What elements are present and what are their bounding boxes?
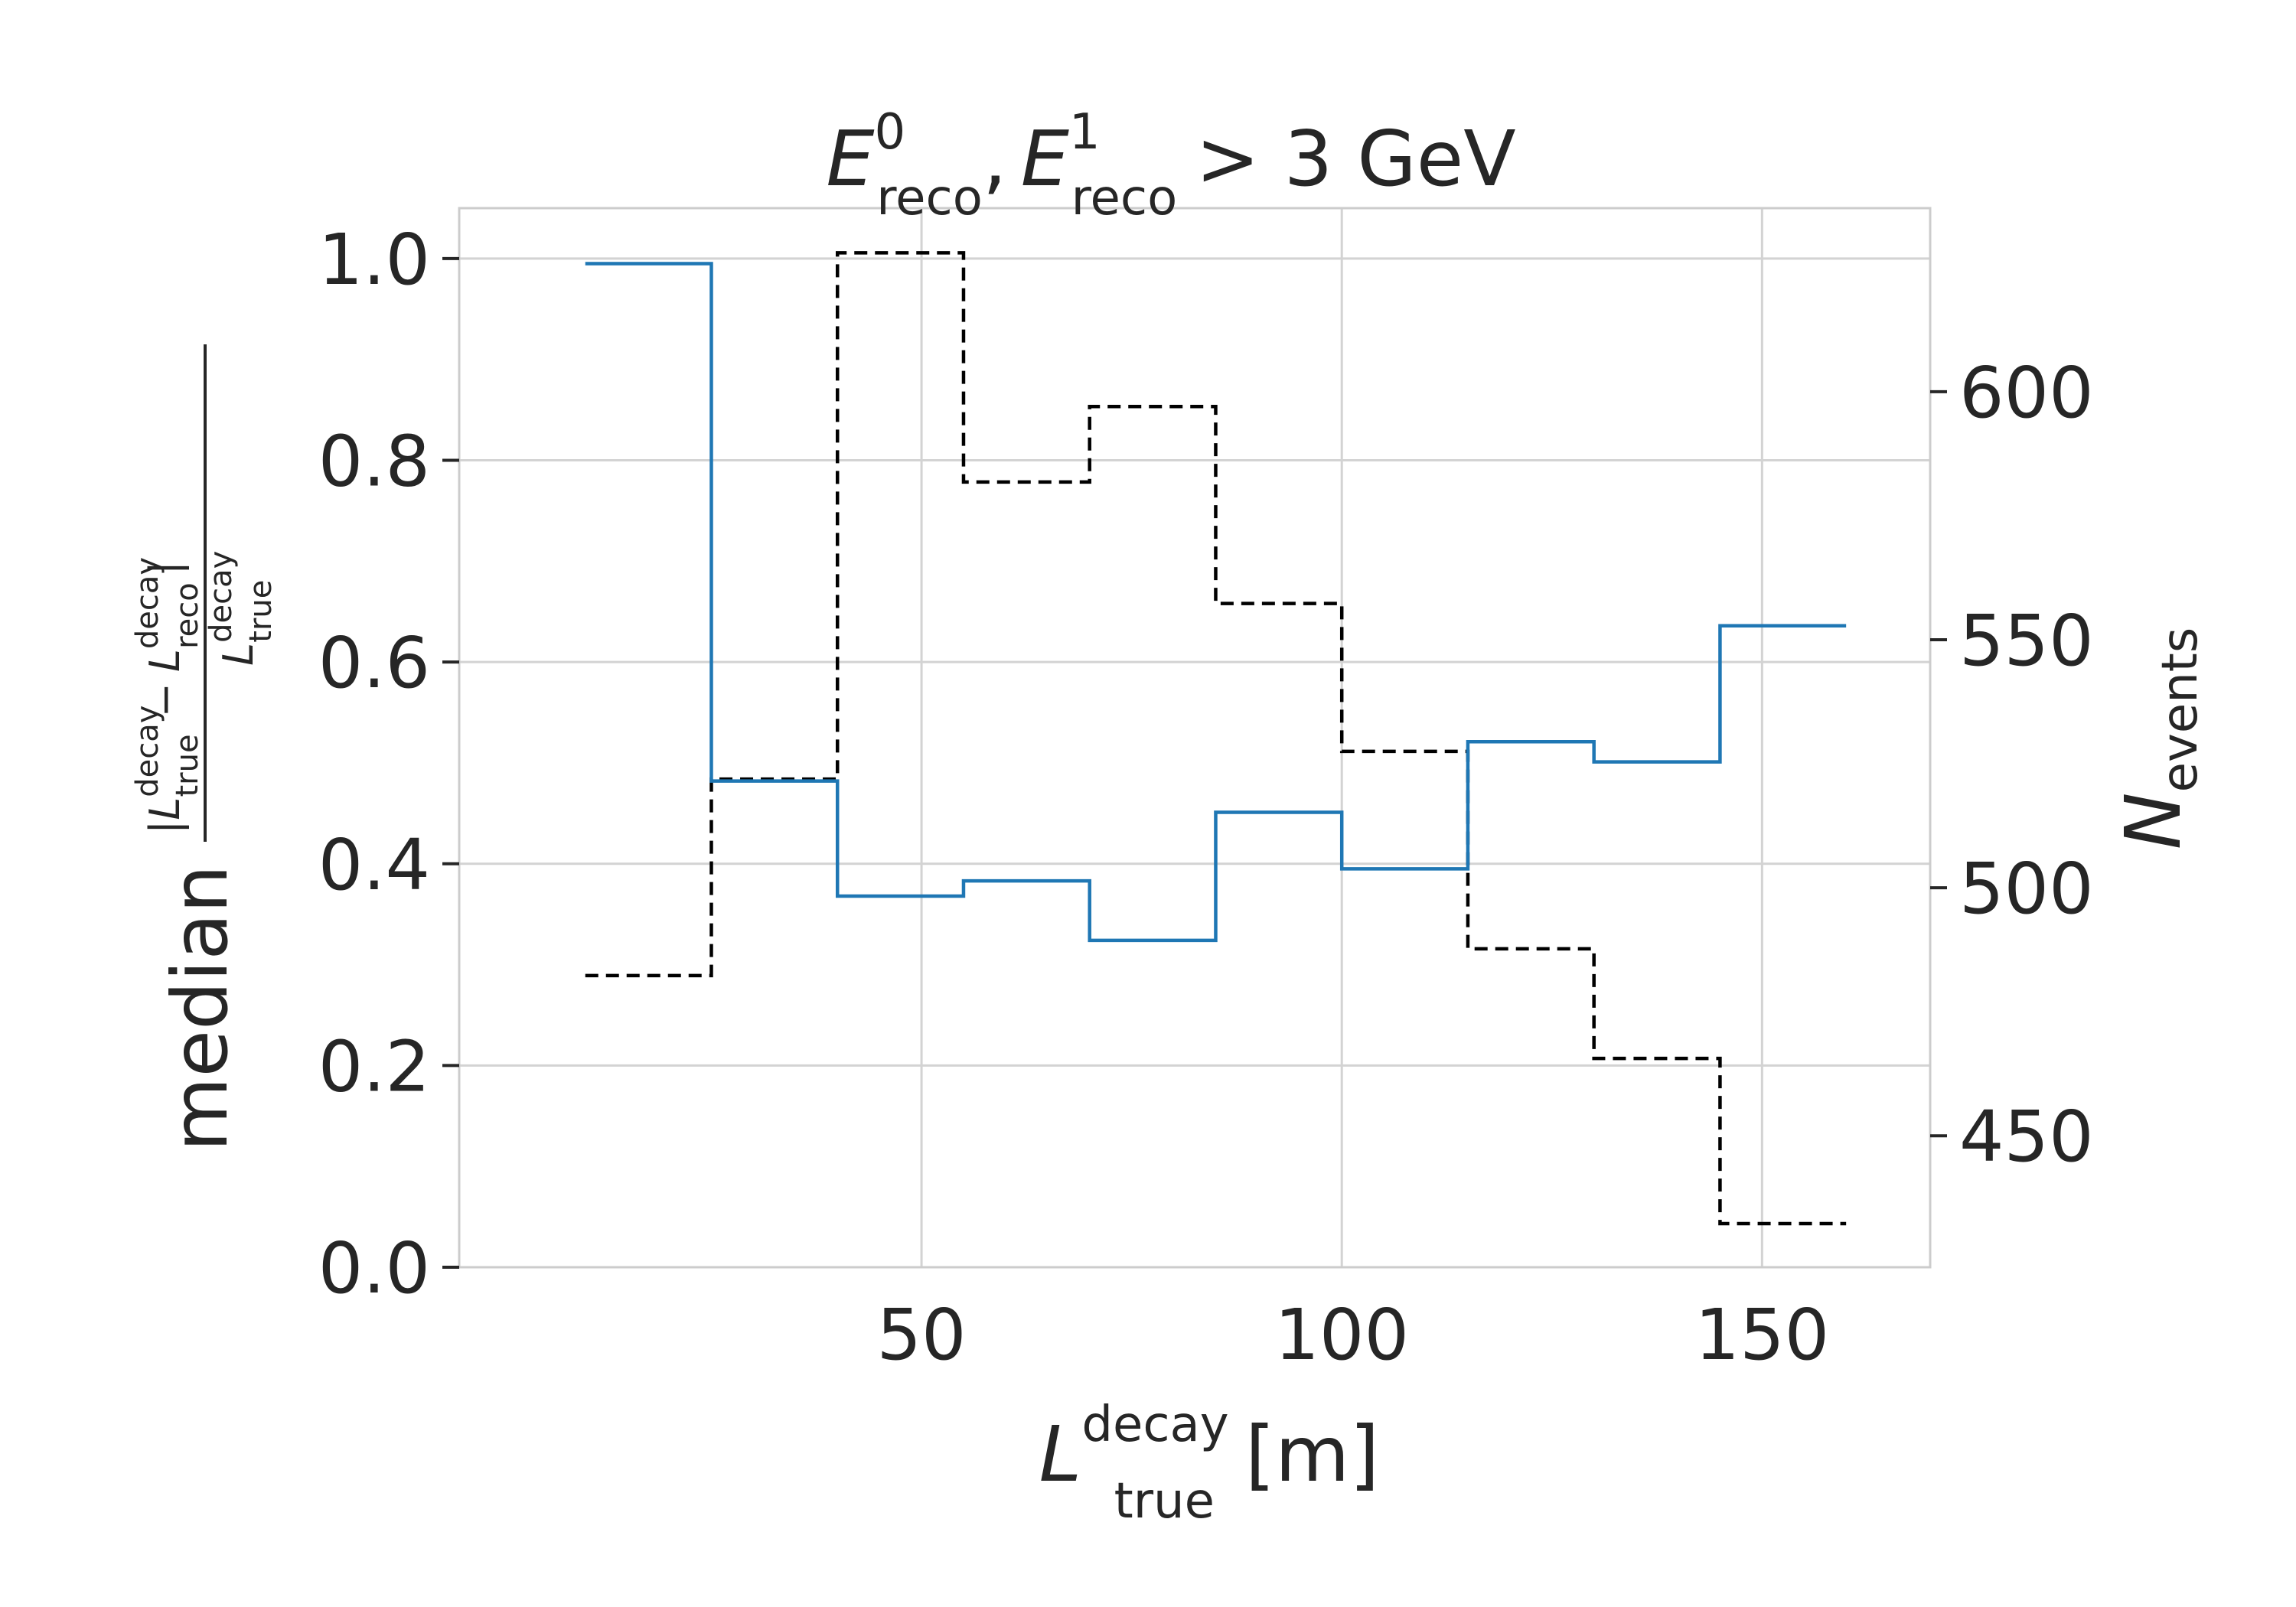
chart-title: E0 reco, E1 reco > 3 GeV [826,104,1515,227]
ticks: 50 100 150 0.0 0.2 0.4 0.6 0.8 1.0 450 500 550 600 [318,219,2094,1376]
x-tick-label: 100 [1274,1294,1409,1376]
series-layer [585,251,1847,1226]
plot-frame [458,207,1932,1269]
series-events-step-line [585,251,1847,1226]
y-tick-label: 0.2 [318,1025,430,1107]
y2-tick-label: 500 [1959,848,2094,930]
y-tick-label: 0.6 [318,622,430,704]
x-axis-label: Ldecay true[m] [1039,1397,1380,1530]
y2-axis-label: Nevents [2108,627,2209,849]
y-axis-label: median |Ldecay true−Ldecay reco| Ldecay tru… [130,344,279,1152]
y-axis-label-median: median [155,865,245,1152]
y-tick-label: 0.0 [318,1227,430,1309]
y2-tick-label: 600 [1959,352,2094,434]
y-axis-label-denominator: Ldecay true [204,551,279,666]
y-axis-label-numerator: |Ldecay true−Ldecay reco| [130,557,205,834]
grid [459,208,1930,1269]
y2-tick-label: 550 [1959,600,2094,682]
y-tick-label: 0.4 [318,824,430,906]
y2-tick-label: 450 [1959,1096,2094,1178]
series-median-step-line [585,262,1847,943]
svg-text:Nevents: Nevents [2108,627,2209,849]
y-tick-label: 1.0 [318,219,430,301]
y-tick-label: 0.8 [318,421,430,503]
x-tick-label: 50 [877,1294,967,1376]
x-tick-label: 150 [1695,1294,1830,1376]
